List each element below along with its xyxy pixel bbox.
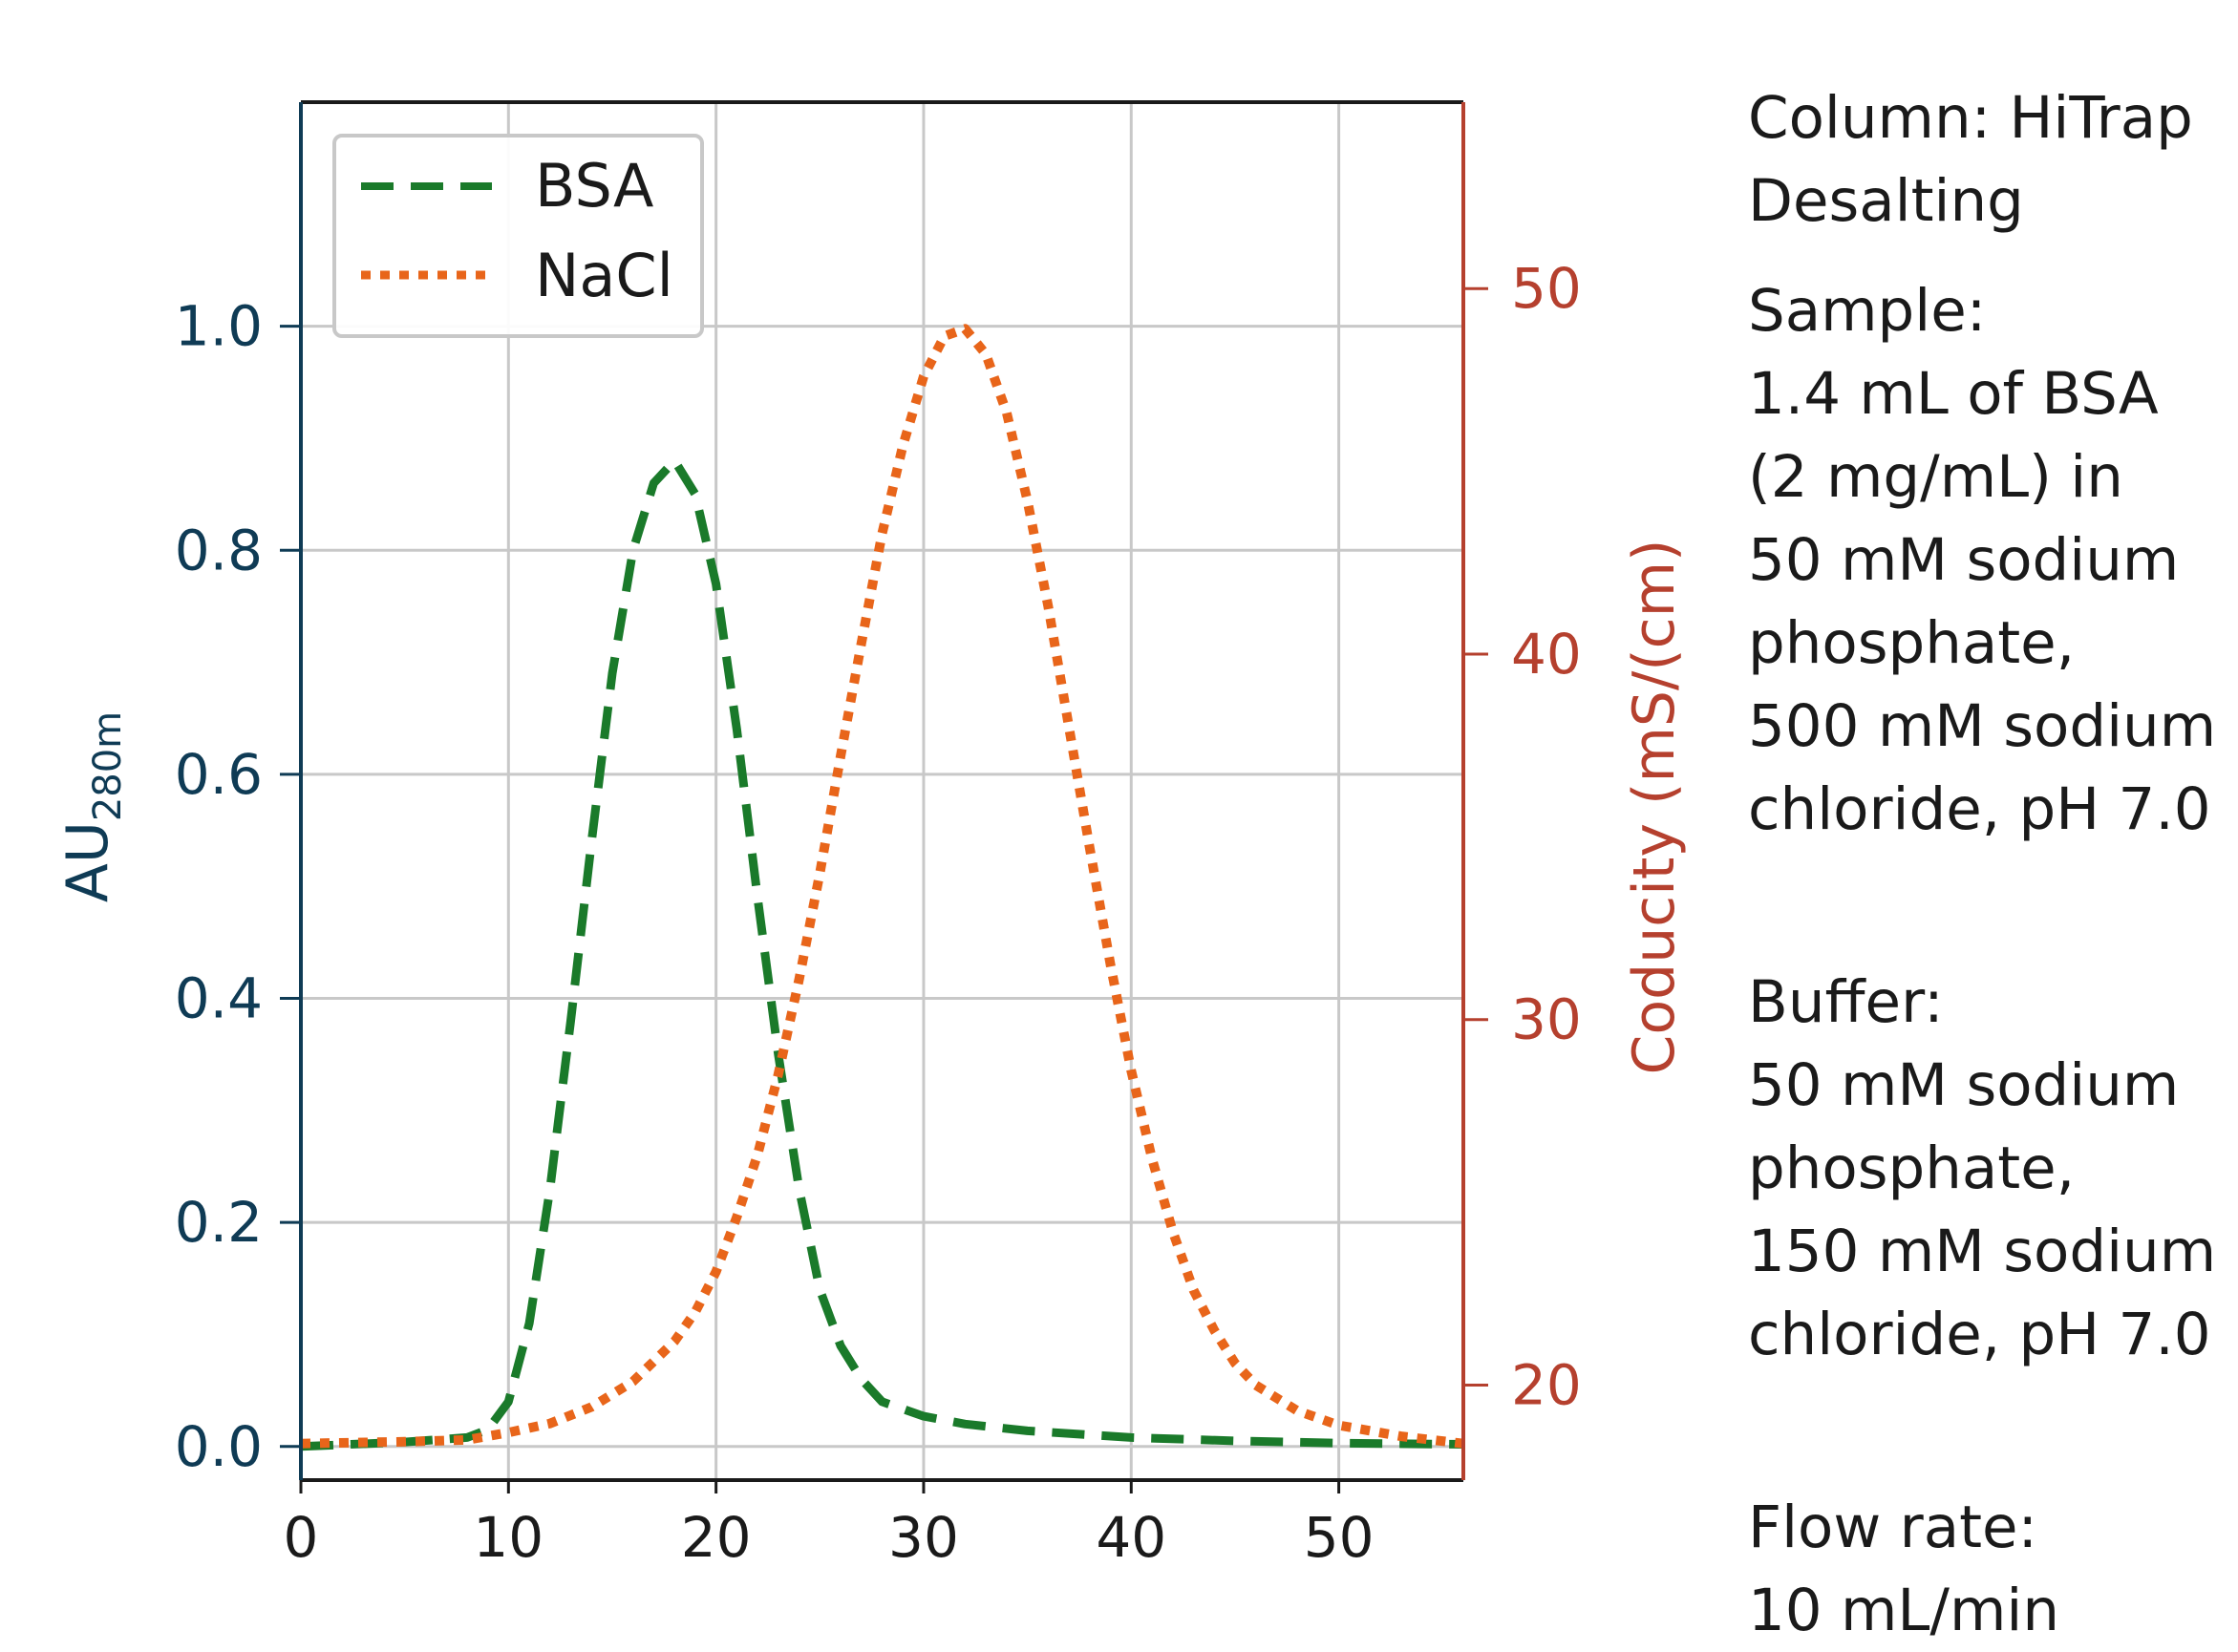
legend: BSA NaCl: [332, 134, 704, 338]
y2-tick-label: 20: [1511, 1352, 1582, 1417]
buffer-line: 150 mM sodium: [1748, 1218, 2217, 1285]
y-tick-label: 0.8: [175, 518, 263, 582]
sample-line: 1.4 mL of BSA: [1748, 360, 2159, 428]
chromatogram-chart: 0 10 20 30 40 50 0.0 0.2 0.4 0.6 0.8 1.0 20 30 40 50 AU…: [54, 100, 1688, 1570]
x-tick-label: 10: [473, 1505, 544, 1570]
column-info: Column: HiTrap Desalting: [1748, 76, 2235, 243]
x-tick-label: 0: [284, 1505, 319, 1570]
method-info-panel: Column: HiTrap Desalting Sample: 1.4 mL …: [1748, 76, 2235, 1652]
buffer-line: phosphate,: [1748, 1134, 2076, 1202]
y2-axis-label: Coducity (mS/(cm): [1621, 540, 1688, 1075]
y-tick-label: 0.0: [175, 1414, 263, 1479]
x-tick-label: 40: [1096, 1505, 1166, 1570]
legend-label-bsa: BSA: [535, 151, 653, 221]
axes: [280, 100, 1488, 1493]
y-tick-label: 0.2: [175, 1190, 263, 1255]
sample-line: 50 mM sodium: [1748, 526, 2180, 594]
y2-tick-label: 50: [1511, 256, 1582, 321]
sample-line: Sample:: [1748, 277, 1987, 345]
y-tick-label: 1.0: [175, 294, 263, 359]
buffer-info: Buffer: 50 mM sodium phosphate, 150 mM s…: [1748, 961, 2235, 1376]
series-layer: [300, 324, 1464, 1451]
column-line: Desalting: [1748, 167, 2024, 235]
flow-rate-info: Flow rate: 10 mL/min: [1748, 1486, 2235, 1652]
column-line: Column: HiTrap: [1748, 84, 2193, 152]
sample-line: (2 mg/mL) in: [1748, 443, 2123, 511]
buffer-line: chloride, pH 7.0: [1748, 1301, 2211, 1368]
x-tick-label: 20: [681, 1505, 752, 1570]
y2-tick-label: 30: [1511, 987, 1582, 1052]
y-axis-label: AU280m: [54, 711, 130, 902]
x-tick-label: 30: [888, 1505, 959, 1570]
legend-label-nacl: NaCl: [535, 241, 673, 310]
y2-tick-label: 40: [1511, 622, 1582, 687]
buffer-line: Buffer:: [1748, 968, 1944, 1036]
series-line-bsa: [300, 455, 1464, 1451]
sample-line: chloride, pH 7.0: [1748, 775, 2211, 843]
flow-line: 10 mL/min: [1748, 1577, 2059, 1644]
flow-line: Flow rate:: [1748, 1493, 2038, 1561]
sample-info: Sample: 1.4 mL of BSA (2 mg/mL) in 50 mM…: [1748, 269, 2235, 851]
series-line-nacl: [300, 324, 1464, 1449]
buffer-line: 50 mM sodium: [1748, 1051, 2180, 1119]
sample-line: 500 mM sodium: [1748, 692, 2217, 760]
tick-labels: 0 10 20 30 40 50 0.0 0.2 0.4 0.6 0.8 1.0 20 30 40 50: [175, 256, 1582, 1570]
y-tick-label: 0.4: [175, 966, 263, 1031]
y-tick-label: 0.6: [175, 742, 263, 807]
sample-line: phosphate,: [1748, 609, 2076, 677]
y-axis-label-subscript: 280m: [86, 711, 130, 821]
x-tick-label: 50: [1304, 1505, 1375, 1570]
